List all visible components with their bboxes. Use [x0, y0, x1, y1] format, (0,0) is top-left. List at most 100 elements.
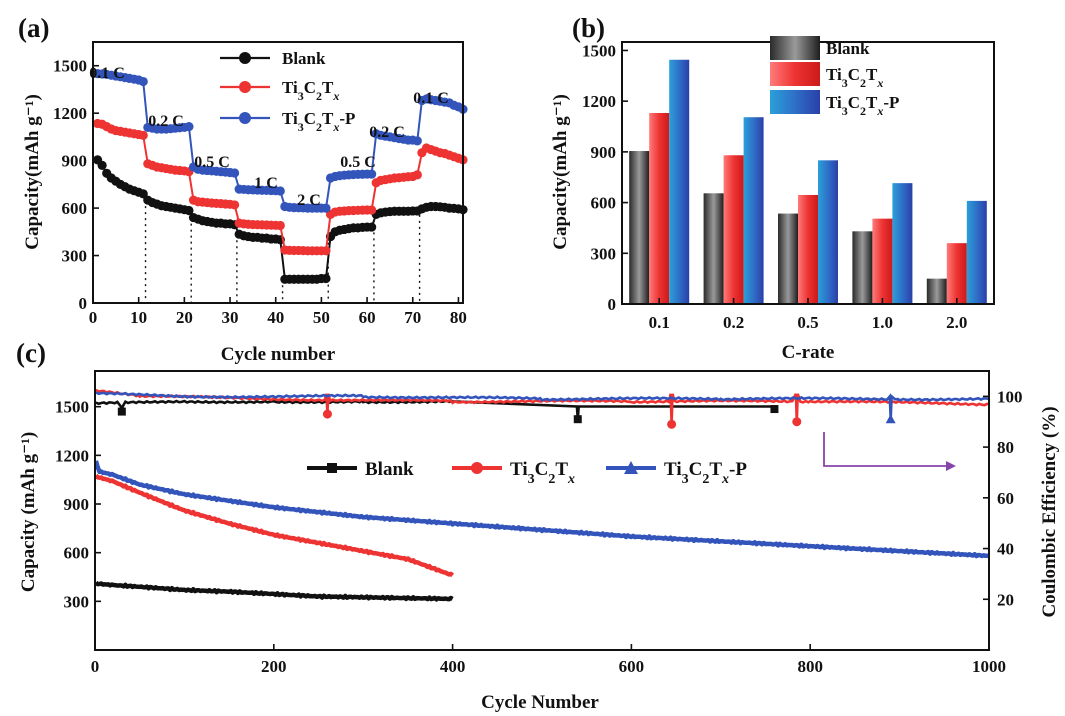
chart-a-y-label: Capacity(mAh g⁻¹) [22, 94, 43, 250]
chart-c-y2-tick-label: 20 [997, 590, 1014, 609]
data-point [230, 168, 240, 178]
legend-label: Ti3C2Tx-P [826, 93, 899, 118]
chart-b-x-tick-label: 1.0 [872, 313, 893, 332]
efficiency-dip [667, 419, 677, 429]
chart-a-x-tick-label: 40 [267, 308, 284, 327]
efficiency-line-ti3c2tx [95, 388, 990, 425]
chart-b-y-tick-label: 900 [591, 143, 617, 162]
chart-c-y2-tick-label: 60 [997, 489, 1014, 508]
chart-b-x-label: C-rate [782, 342, 835, 363]
chart-a: 0 10 20 30 40 50 60 70 80 0 300 600 900 1200 1500 0.1 … [22, 41, 468, 365]
legend-marker [239, 112, 251, 124]
data-point [230, 200, 240, 210]
bar-ti3c2tx-p [669, 59, 690, 305]
legend-swatch [770, 62, 820, 86]
legend-marker [239, 52, 251, 64]
data-point [367, 222, 377, 232]
capacity-line-blank [94, 580, 454, 602]
data-point [321, 273, 331, 284]
data-point [412, 136, 422, 146]
efficiency-axis-arrow [823, 432, 956, 471]
chart-c-x-tick-label: 800 [797, 657, 823, 676]
chart-b-x-tick-label: 0.5 [797, 313, 818, 332]
arrow-head [946, 461, 956, 471]
chart-c-legend: Blank Ti3C2Tx Ti3C2Tx-P [307, 459, 747, 487]
legend-label: Blank [282, 49, 326, 68]
rate-label: 0.2 C [369, 124, 405, 141]
data-point [321, 246, 331, 256]
chart-a-x-tick-label: 0 [89, 308, 98, 327]
legend-label: Blank [826, 39, 870, 58]
chart-c-y-tick-label: 600 [64, 544, 90, 563]
chart-b-y-tick-label: 0 [608, 295, 617, 314]
chart-a-y-tick-label: 1500 [53, 57, 87, 76]
efficiency-dip [322, 409, 332, 419]
capacity-line-ti3c2tx-p [93, 460, 990, 559]
chart-a-x-tick-label: 60 [359, 308, 376, 327]
chart-a-x-tick-label: 50 [313, 308, 330, 327]
efficiency-dip [573, 415, 582, 424]
efficiency-line-blank [95, 398, 777, 420]
data-point [97, 160, 107, 170]
chart-a-y-tick-label: 300 [62, 247, 88, 266]
data-point [138, 189, 148, 199]
chart-c-x-label: Cycle Number [481, 692, 599, 713]
data-point [367, 205, 377, 215]
bar-ti3c2tx [798, 194, 818, 304]
bar-ti3c2tx-p [818, 160, 838, 304]
data-point [275, 220, 285, 231]
bar-ti3c2tx-p [966, 200, 987, 304]
capacity-line-ti3c2tx [94, 473, 455, 578]
panel-label-c: (c) [16, 338, 46, 368]
chart-b-y-tick-label: 300 [591, 244, 617, 263]
chart-c-x-tick-label: 200 [261, 657, 287, 676]
bar-ti3c2tx [872, 218, 893, 304]
chart-c-y2-tick-label: 40 [997, 540, 1014, 559]
data-point [184, 122, 194, 132]
chart-b-y-tick-label: 1500 [582, 41, 616, 60]
chart-a-y-tick-label: 900 [62, 152, 88, 171]
chart-b-x-tick-label: 0.2 [723, 313, 744, 332]
legend-label: Ti3C2Tx [282, 78, 339, 103]
bar-ti3c2tx [946, 243, 967, 304]
chart-c-x-tick-label: 600 [619, 657, 645, 676]
efficiency-dip [885, 414, 896, 424]
efficiency-line-ti3c2tx-p [95, 391, 990, 420]
chart-a-legend: Blank Ti3C2Tx Ti3C2Tx-P [220, 49, 355, 134]
chart-a-x-tick-label: 20 [176, 308, 193, 327]
efficiency-dip [770, 405, 779, 414]
chart-c-y-tick-label: 900 [64, 495, 90, 514]
bar-ti3c2tx-p [743, 117, 764, 304]
chart-b-y-tick-label: 1200 [582, 92, 616, 111]
rate-label: 0.2 C [148, 113, 184, 130]
bar-ti3c2tx-p [892, 183, 913, 304]
bar-blank [926, 278, 947, 304]
data-point [367, 169, 377, 179]
chart-c-y2-tick-label: 80 [997, 438, 1014, 457]
data-point [184, 205, 194, 216]
legend-marker [327, 463, 337, 473]
chart-b-x-tick-label: 2.0 [946, 313, 967, 332]
legend-label: Blank [365, 459, 414, 480]
chart-a-x-label: Cycle number [221, 344, 336, 365]
rate-label: 1 C [254, 175, 278, 192]
efficiency-dip [117, 407, 126, 416]
chart-a-frame [92, 41, 464, 304]
data-point [138, 76, 148, 87]
chart-c-y-tick-label: 1200 [55, 446, 89, 465]
rate-label: 0.1 C [413, 90, 449, 107]
bar-blank [778, 213, 798, 304]
rate-label: 2 C [297, 192, 321, 209]
legend-label: Ti3C2Tx [826, 65, 883, 90]
chart-b-y-tick-label: 600 [591, 194, 617, 213]
chart-b-x-tick-label: 0.1 [649, 313, 670, 332]
chart-c-y-tick-label: 1500 [55, 398, 89, 417]
chart-c-x-tick-label: 1000 [972, 657, 1006, 676]
data-point [138, 130, 148, 140]
chart-a-x-tick-label: 70 [404, 308, 421, 327]
chart-a-x-tick-label: 30 [222, 308, 239, 327]
legend-marker [239, 81, 251, 93]
efficiency-dip [792, 417, 802, 427]
panel-label-b: (b) [572, 13, 605, 43]
